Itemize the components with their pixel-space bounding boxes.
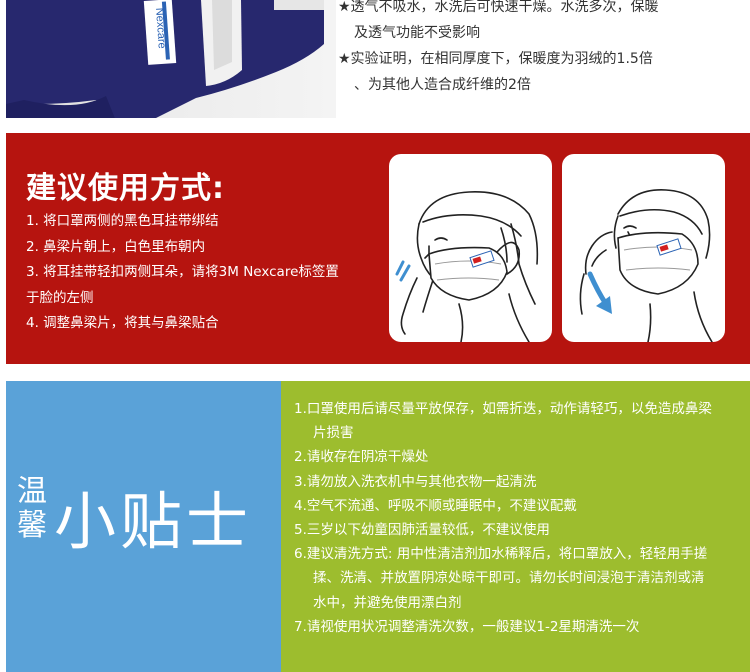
usage-title: 建议使用方式:: [26, 171, 225, 206]
tips-title-prefix: 温 馨: [14, 475, 50, 543]
mask-product-photo: Nexcare: [6, 0, 336, 118]
product-feature-section: Nexcare ★透气不吸水，水洗后可快速干燥。水洗多次，保暖 及透气功能不受影…: [0, 0, 750, 122]
tips-section: 温 馨 小贴士 1.口罩使用后请尽量平放保存，如需折迭，动作请轻巧，以免造成鼻梁…: [6, 381, 750, 672]
feature-line: ★实验证明，在相同厚度下，保暖度为羽绒的1.5倍: [338, 51, 653, 67]
feature-line: 及透气功能不受影响: [354, 25, 480, 41]
usage-step: 2. 鼻梁片朝上，白色里布朝内: [26, 238, 206, 255]
illustration-nose-clip: [562, 154, 725, 342]
usage-step: 于脸的左侧: [26, 289, 94, 306]
tip-line: 6.建议清洗方式: 用中性清洁剂加水稀释后，将口罩放入，轻轻用手搓: [294, 546, 708, 563]
feature-line: ★透气不吸水，水洗后可快速干燥。水洗多次，保暖: [338, 0, 659, 15]
tips-title-char: 温: [17, 474, 47, 509]
tips-list: 1.口罩使用后请尽量平放保存，如需折迭，动作请轻巧，以免造成鼻梁 片损害 2.请…: [294, 397, 750, 639]
tips-title-panel: 温 馨 小贴士: [6, 381, 281, 672]
tips-title-char: 馨: [17, 508, 47, 543]
feature-line: 、为其他人造合成纤维的2倍: [354, 77, 531, 93]
tip-line: 1.口罩使用后请尽量平放保存，如需折迭，动作请轻巧，以免造成鼻梁: [294, 401, 712, 417]
tip-line: 水中，并避免使用漂白剂: [313, 594, 462, 611]
tip-line: 揉、洗清、并放置阴凉处晾干即可。请勿长时间浸泡于清洁剂或清: [313, 570, 705, 587]
usage-instructions-section: 建议使用方式: 1. 将口罩两侧的黑色耳挂带绑结 2. 鼻梁片朝上，白色里布朝内…: [6, 133, 750, 364]
usage-steps-list: 1. 将口罩两侧的黑色耳挂带绑结 2. 鼻梁片朝上，白色里布朝内 3. 将耳挂带…: [26, 209, 388, 337]
tip-line: 7.请视使用状况调整清洗次数，一般建议1-2星期清洗一次: [294, 618, 640, 635]
usage-step: 1. 将口罩两侧的黑色耳挂带绑结: [26, 213, 219, 229]
illustration-ear-loops: [389, 154, 552, 342]
product-label-text: Nexcare: [153, 7, 168, 49]
tip-line: 5.三岁以下幼童因肺活量较低，不建议使用: [294, 522, 550, 539]
tip-line: 片损害: [313, 425, 354, 442]
tip-line: 4.空气不流通、呼吸不顺或睡眠中，不建议配戴: [294, 497, 577, 514]
tip-line: 3.请勿放入洗衣机中与其他衣物一起清洗: [294, 473, 537, 490]
tips-content-panel: 1.口罩使用后请尽量平放保存，如需折迭，动作请轻巧，以免造成鼻梁 片损害 2.请…: [281, 381, 750, 672]
tips-title: 小贴士: [54, 485, 253, 558]
usage-step: 3. 将耳挂带轻扣两侧耳朵，请将3M Nexcare标签置: [26, 264, 339, 281]
tip-line: 2.请收存在阴凉干燥处: [294, 449, 429, 466]
product-feature-text: ★透气不吸水，水洗后可快速干燥。水洗多次，保暖 及透气功能不受影响 ★实验证明，…: [338, 0, 748, 98]
usage-step: 4. 调整鼻梁片，将其与鼻梁贴合: [26, 315, 219, 332]
